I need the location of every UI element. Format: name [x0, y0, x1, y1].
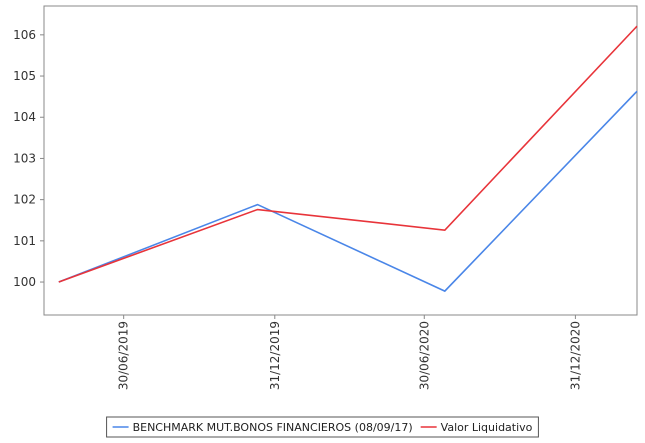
legend-label: Valor Liquidativo	[441, 421, 533, 434]
legend-label: BENCHMARK MUT.BONOS FINANCIEROS (08/09/1…	[133, 421, 413, 434]
legend: BENCHMARK MUT.BONOS FINANCIEROS (08/09/1…	[106, 416, 539, 438]
y-tick-label: 101	[13, 234, 36, 248]
y-tick-label: 106	[13, 28, 36, 42]
series-line	[58, 25, 638, 283]
x-tick-label: 30/06/2020	[417, 321, 431, 390]
plot-area	[43, 5, 638, 316]
series-line	[58, 90, 638, 293]
legend-box	[106, 416, 539, 438]
y-tick-label: 104	[13, 110, 36, 124]
y-tick-label: 103	[13, 151, 36, 165]
x-tick-label: 31/12/2020	[568, 321, 582, 390]
x-tick-label: 31/12/2019	[268, 321, 282, 390]
x-tick-label: 30/06/2019	[117, 321, 131, 390]
y-tick-label: 100	[13, 275, 36, 289]
y-tick-label: 102	[13, 193, 36, 207]
y-tick-label: 105	[13, 69, 36, 83]
